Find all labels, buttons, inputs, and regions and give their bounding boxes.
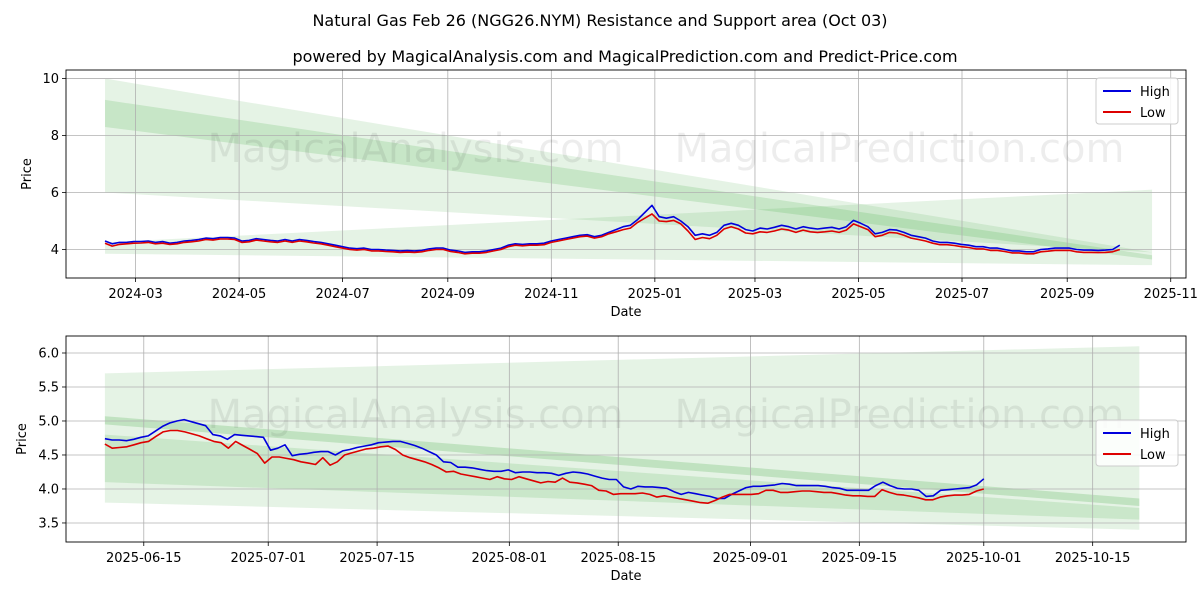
series-group	[104, 418, 985, 504]
x-tick-label: 2024-03	[108, 287, 162, 302]
x-tick-label: 2025-06-15	[106, 551, 182, 566]
series-line-high	[104, 418, 985, 500]
y-tick-label: 5.0	[38, 414, 59, 429]
x-axis-label: Date	[610, 569, 641, 584]
y-tick-label: 4.5	[38, 448, 59, 463]
legend-label-low: Low	[1140, 106, 1166, 121]
legend-label-high: High	[1140, 427, 1170, 442]
watermark-text: MagicalAnalysis.com MagicalPrediction.co…	[208, 392, 1125, 438]
series-line-low	[104, 429, 985, 504]
legend-label-low: Low	[1140, 448, 1166, 463]
y-axis-label: Price	[15, 423, 30, 455]
x-tick-label: 2025-09-01	[713, 551, 789, 566]
chart-title: Natural Gas Feb 26 (NGG26.NYM) Resistanc…	[312, 11, 887, 30]
x-tick-label: 2025-03	[728, 287, 782, 302]
plot-frame	[65, 335, 1187, 543]
y-tick-label: 4	[51, 243, 59, 258]
plot-frame	[65, 69, 1187, 279]
legend: High Low	[1095, 77, 1179, 125]
y-axis-label: Price	[20, 158, 35, 190]
x-tick-label: 2024-09	[421, 287, 475, 302]
x-tick-label: 2025-08-15	[580, 551, 656, 566]
support-resistance-band	[105, 78, 1153, 253]
support-resistance-band	[104, 434, 1140, 520]
band-group	[105, 78, 1153, 266]
x-tick-label: 2024-11	[524, 287, 578, 302]
y-tick-label: 5.5	[38, 380, 59, 395]
y-tick-label: 10	[42, 72, 59, 87]
panel-full-range: 2024-03 2024-05 2024-07 2024-09 2024-11 2025-…	[20, 69, 1198, 320]
y-tick-label: 3.5	[38, 516, 59, 531]
x-tick-label: 2025-09-15	[822, 551, 898, 566]
x-tick-label: 2025-07-01	[230, 551, 306, 566]
x-axis-label: Date	[610, 305, 641, 320]
x-tick-label: 2025-05	[831, 287, 885, 302]
x-tick-label: 2024-05	[212, 287, 266, 302]
legend-label-high: High	[1140, 85, 1170, 100]
support-resistance-band	[105, 99, 1153, 260]
x-tick-label: 2025-01	[628, 287, 682, 302]
x-tick-label: 2025-08-01	[472, 551, 548, 566]
y-tick-label: 4.0	[38, 482, 59, 497]
chart-subtitle: powered by MagicalAnalysis.com and Magic…	[292, 47, 957, 66]
y-tick-label: 6.0	[38, 346, 59, 361]
x-tick-label: 2025-09	[1040, 287, 1094, 302]
x-tick-label: 2024-07	[315, 287, 369, 302]
y-tick-label: 8	[51, 129, 59, 144]
series-group	[104, 204, 1121, 255]
support-resistance-band	[105, 189, 1153, 266]
x-tick-label: 2025-07-15	[339, 551, 415, 566]
grid-group: 2025-06-15 2025-07-01 2025-07-15 2025-08-01…	[38, 336, 1186, 566]
x-tick-label: 2025-11	[1144, 287, 1198, 302]
x-tick-label: 2025-07	[935, 287, 989, 302]
series-line-low	[104, 213, 1121, 255]
y-tick-label: 6	[51, 186, 59, 201]
x-tick-label: 2025-10-01	[946, 551, 1022, 566]
x-tick-label: 2025-10-15	[1055, 551, 1131, 566]
legend: High Low	[1095, 419, 1179, 467]
series-line-high	[104, 204, 1121, 254]
panel-recent-range: 2025-06-15 2025-07-01 2025-07-15 2025-08-01…	[15, 335, 1187, 584]
grid-group: 2024-03 2024-05 2024-07 2024-09 2024-11 2025-…	[42, 70, 1198, 302]
watermark-text: MagicalAnalysis.com MagicalPrediction.co…	[208, 126, 1125, 172]
